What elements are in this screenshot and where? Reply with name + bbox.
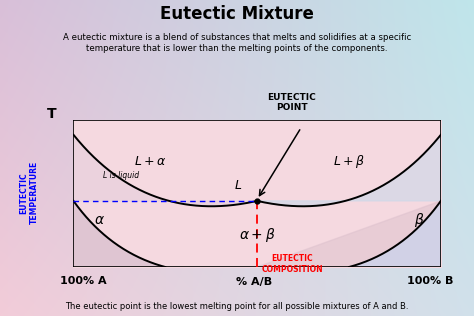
Text: 100% A: 100% A [60,276,106,287]
Polygon shape [257,135,441,206]
Text: $L + \alpha$: $L + \alpha$ [135,155,167,168]
Text: T: T [46,107,56,121]
Text: EUTECTIC
POINT: EUTECTIC POINT [267,93,316,112]
Polygon shape [349,201,441,267]
Text: $L$: $L$ [234,179,242,192]
Text: $L + \beta$: $L + \beta$ [333,153,365,170]
Text: $\beta$: $\beta$ [413,211,424,229]
Text: 100% B: 100% B [407,276,454,287]
Polygon shape [73,135,257,206]
Polygon shape [73,201,441,267]
Text: The eutectic point is the lowest melting point for all possible mixtures of A an: The eutectic point is the lowest melting… [65,302,409,311]
Text: $\alpha$: $\alpha$ [94,213,105,227]
Text: L is liquid: L is liquid [103,171,139,180]
Text: Eutectic Mixture: Eutectic Mixture [160,5,314,23]
Text: EUTECTIC
COMPOSITION: EUTECTIC COMPOSITION [261,254,323,274]
Text: $\alpha + \beta$: $\alpha + \beta$ [239,226,275,244]
Polygon shape [73,201,165,267]
Text: A eutectic mixture is a blend of substances that melts and solidifies at a speci: A eutectic mixture is a blend of substan… [63,33,411,52]
Text: EUTECTIC
TEMPERATURE: EUTECTIC TEMPERATURE [20,161,39,224]
Text: % A/B: % A/B [237,276,273,287]
